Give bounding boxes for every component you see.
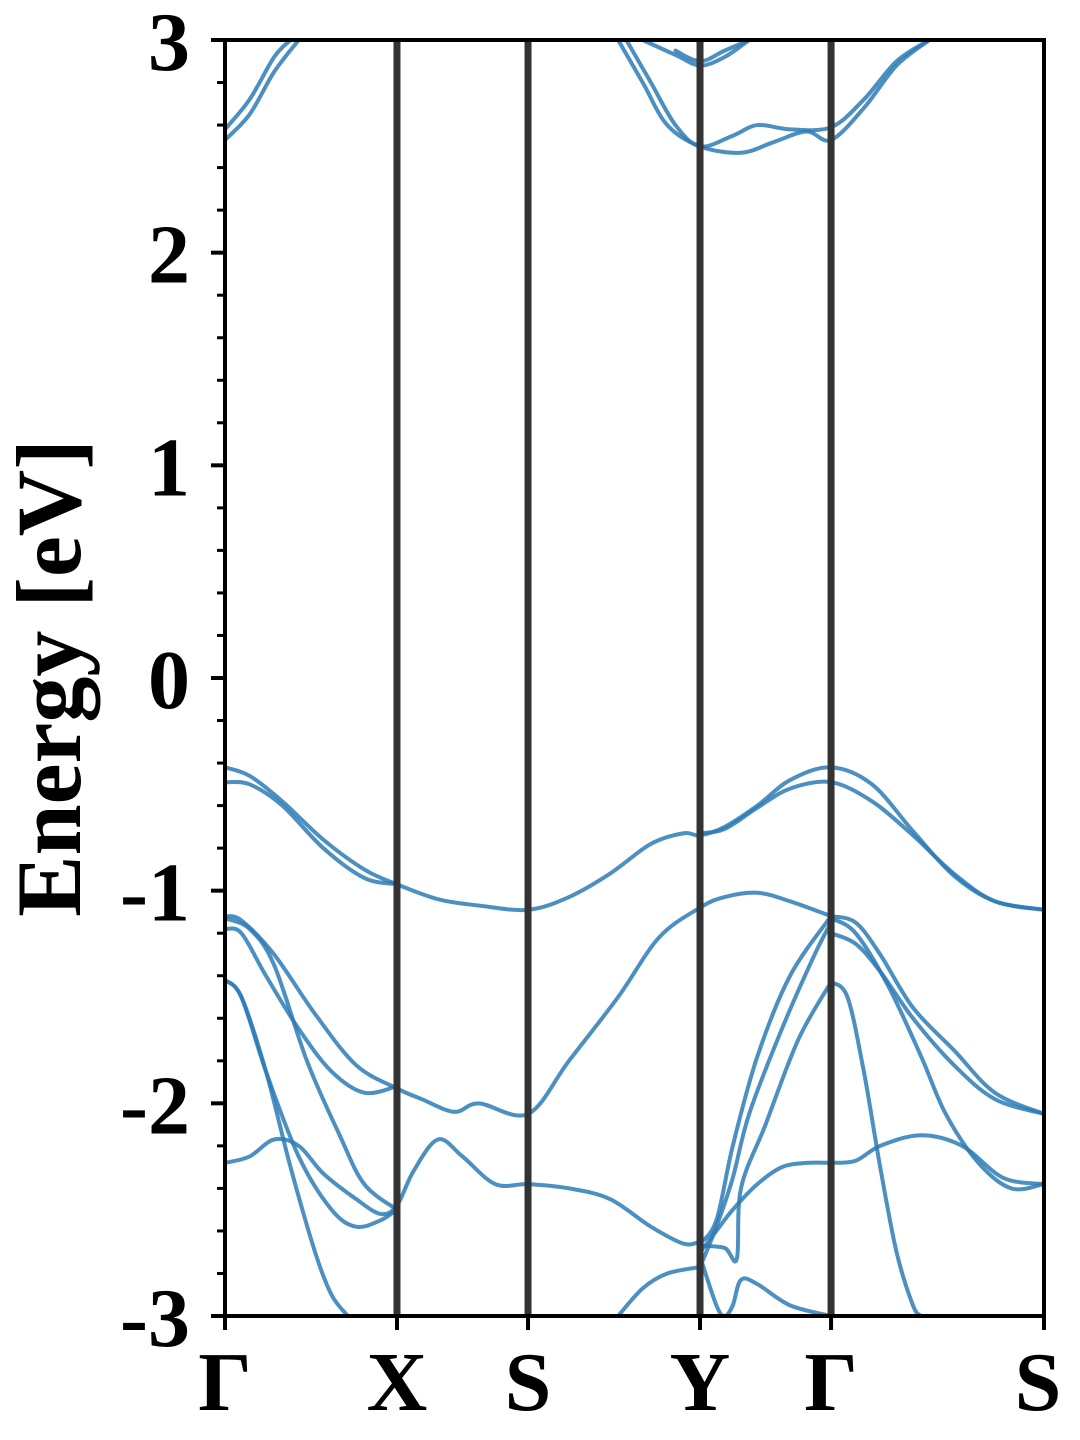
x-tick-label: Y bbox=[670, 1336, 731, 1429]
y-tick-label: 1 bbox=[148, 421, 190, 514]
x-tick-label: Γ bbox=[198, 1336, 251, 1429]
band-line-21 bbox=[698, 980, 834, 1264]
band-line-14 bbox=[225, 1136, 703, 1247]
y-axis-ticks: -3 -2 -1 0 1 2 3 bbox=[120, 0, 225, 1365]
band-line-7 bbox=[225, 765, 1044, 913]
y-tick-label: -3 bbox=[120, 1272, 190, 1365]
band-line-19 bbox=[698, 1160, 834, 1255]
band-line-16 bbox=[616, 1265, 703, 1316]
band-line-23 bbox=[829, 914, 1044, 1116]
y-axis-label: Energy [eV] bbox=[0, 439, 100, 917]
plot-frame bbox=[223, 38, 1046, 1318]
band-line-22 bbox=[829, 980, 924, 1316]
band-line-10 bbox=[225, 890, 834, 1118]
band-line-11 bbox=[225, 926, 399, 1096]
y-tick-label: -2 bbox=[120, 1059, 190, 1152]
band-line-18 bbox=[698, 920, 834, 1270]
band-line-26 bbox=[829, 1133, 1044, 1187]
x-tick-label: S bbox=[1015, 1336, 1062, 1429]
band-line-25 bbox=[829, 916, 1044, 1192]
x-tick-label: Γ bbox=[804, 1336, 857, 1429]
band-line-15 bbox=[225, 977, 399, 1230]
band-line-2 bbox=[225, 40, 293, 132]
y-tick-label: 0 bbox=[148, 634, 190, 727]
y-tick-label: 3 bbox=[148, 0, 190, 89]
y-tick-label: 2 bbox=[148, 209, 190, 302]
x-tick-label: S bbox=[505, 1336, 552, 1429]
band-line-17 bbox=[698, 914, 834, 1246]
band-line-4 bbox=[624, 40, 932, 149]
band-line-8 bbox=[225, 779, 399, 887]
band-line-20 bbox=[698, 1254, 834, 1316]
band-line-24 bbox=[829, 931, 1044, 1116]
band-line-1 bbox=[225, 40, 301, 142]
band-line-5 bbox=[673, 40, 752, 64]
x-tick-label: X bbox=[367, 1336, 428, 1429]
band-line-12 bbox=[225, 916, 399, 1212]
y-tick-label: -1 bbox=[120, 847, 190, 940]
band-line-9 bbox=[698, 779, 1044, 912]
band-line-3 bbox=[616, 40, 932, 155]
band-lines bbox=[225, 40, 1044, 1316]
high-symmetry-dividers bbox=[393, 40, 835, 1316]
